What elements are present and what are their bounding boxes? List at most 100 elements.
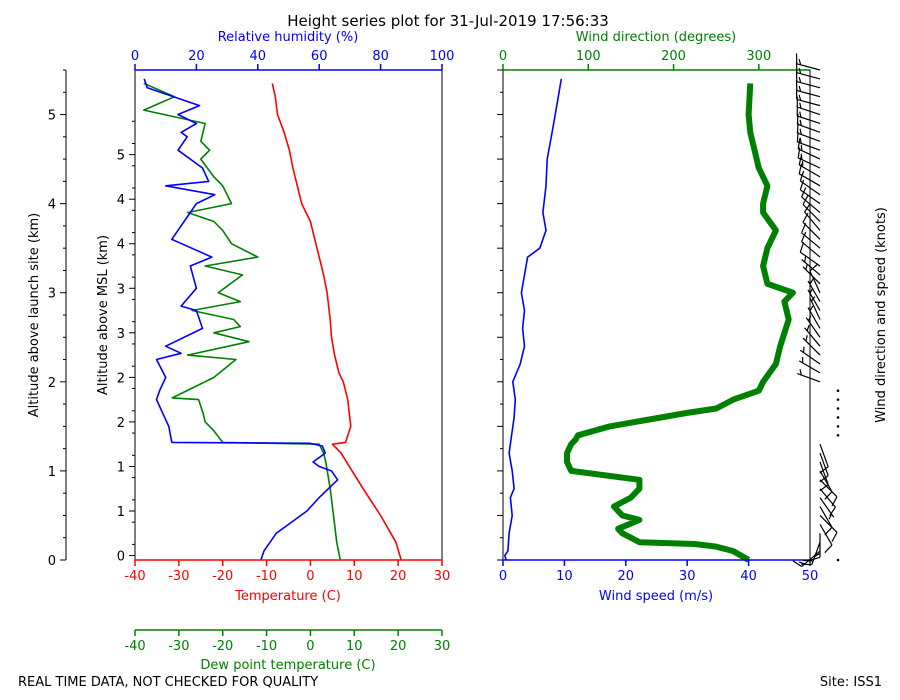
wind-barb-half-feather: [809, 278, 814, 285]
wind-barb-full-feather: [801, 231, 807, 242]
wind-barb-staff: [807, 289, 821, 311]
dewpoint-tick-label: -10: [256, 639, 277, 654]
wind-barb: [798, 357, 821, 374]
wind-barb-staff: [819, 524, 833, 546]
wind-barb-full-feather: [809, 556, 821, 561]
wind-barb: [819, 461, 829, 492]
humidity-tick-label: 80: [372, 49, 389, 64]
wind-barb: [797, 138, 821, 160]
temperature-tick-label: -20: [212, 569, 233, 584]
msl-tick-label: 1: [117, 505, 125, 520]
wind-barb: [807, 278, 821, 302]
wind-barbs-group: [792, 53, 840, 568]
msl-tick-label: 3: [117, 282, 125, 297]
temperature-line: [271, 83, 402, 561]
dewpoint-tick-label: 10: [346, 639, 363, 654]
temperature-axis-ticks: -40 -30 -20 -10 0 10 20 30: [124, 560, 450, 584]
wind-barb-staff: [819, 443, 829, 467]
wind-direction-tick-label: 200: [661, 49, 686, 64]
wind-barb-half-feather: [814, 552, 821, 557]
humidity-tick-label: 0: [131, 49, 139, 64]
wind-barb-half-feather: [799, 111, 802, 118]
dewpoint-tick-label: -40: [124, 639, 145, 654]
wind-barb-full-feather: [804, 202, 811, 213]
wind-barb: [799, 242, 821, 267]
wind-barb-calm: [836, 398, 840, 401]
wind-barb-full-feather: [819, 475, 829, 483]
dewpoint-tick-label: -20: [212, 639, 233, 654]
dewpoint-axis-ticks: -40 -30 -20 -10 0 10 20 30: [124, 630, 450, 654]
wind-barb-calm: [836, 416, 840, 419]
wind-barb-full-feather: [796, 113, 799, 125]
wind-barb-staff: [799, 251, 821, 267]
humidity-tick-label: 20: [188, 49, 205, 64]
wind-direction-tick-label: 300: [746, 49, 771, 64]
wind-direction-tick-label: 100: [576, 49, 601, 64]
wind-barb: [795, 53, 821, 71]
wind-barb-staff: [804, 211, 821, 231]
wind-barb-staff: [802, 204, 821, 222]
wind-barb-staff: [819, 506, 833, 528]
wind-speed-axis-label: Wind speed (m/s): [599, 589, 713, 604]
wind-barb: [795, 88, 821, 107]
msl-tick-label: 5: [117, 149, 125, 164]
wind-direction-axis-ticks: 0 100 200 300: [499, 49, 771, 70]
msl-tick-label: 4: [117, 238, 125, 253]
wind-barb-staff: [819, 515, 838, 533]
wind-barb-staff: [819, 479, 838, 498]
wind-barb: [819, 443, 829, 474]
temperature-tick-label: -40: [124, 569, 145, 584]
wind-barb-half-feather: [807, 315, 812, 322]
temperature-tick-label: -30: [168, 569, 189, 584]
wind-barb-half-feather: [805, 263, 808, 270]
wind-barb: [802, 263, 821, 285]
wind-barb: [801, 541, 821, 566]
wind-barb-half-feather: [798, 94, 802, 101]
temperature-tick-label: 30: [434, 569, 451, 584]
msl-tick-label: 1: [117, 460, 125, 475]
wind-barb-staff: [797, 141, 821, 151]
humidity-line: [143, 78, 339, 561]
wind-barb-full-feather: [824, 526, 833, 536]
dewpoint-axis-label: Dew point temperature (C): [200, 658, 375, 673]
dewpoint-tick-label: 20: [390, 639, 407, 654]
wind-barb: [819, 470, 833, 500]
wind-barb: [801, 231, 821, 258]
wind-barb-calm: [836, 433, 840, 437]
agl-tick-label: 0: [48, 554, 56, 569]
temperature-tick-label: 20: [390, 569, 407, 584]
wind-barb-half-feather: [799, 137, 802, 144]
wind-barb: [796, 113, 821, 133]
wind-barb-staff: [801, 241, 821, 258]
wind-barb-staff: [801, 232, 821, 249]
thermo-series-group: [143, 78, 402, 561]
wind-barb-half-feather: [799, 369, 802, 376]
wind-speed-axis-ticks: 0 10 20 30 40 50: [499, 560, 818, 584]
humidity-tick-label: 40: [250, 49, 267, 64]
wind-speed-line: [503, 78, 563, 561]
wind-barb-half-feather: [799, 561, 805, 565]
wind-barb-full-feather: [824, 544, 833, 554]
msl-tick-label: 2: [117, 371, 125, 386]
wind-barb-staff: [807, 280, 821, 302]
wind-barbs-label: Wind direction and speed (knots): [874, 207, 889, 423]
wind-barb-full-feather: [829, 506, 836, 517]
wind-barb-full-feather: [799, 179, 805, 191]
wind-barb: [819, 524, 833, 554]
wind-barb-staff: [799, 180, 821, 196]
wind-barb-half-feather: [798, 67, 802, 74]
wind-barb-staff: [819, 461, 829, 485]
agl-tick-label: 1: [48, 465, 56, 480]
wind-speed-tick-label: 30: [679, 569, 696, 584]
wind-barb-half-feather: [800, 144, 803, 151]
wind-barb-full-feather: [819, 466, 829, 474]
wind-barb-full-feather: [831, 496, 838, 507]
wind-barb-staff: [798, 360, 821, 374]
wind-barb-staff: [796, 81, 821, 89]
wind-barb-staff: [797, 123, 821, 133]
agl-tick-label: 5: [48, 109, 56, 124]
wind-barb-staff: [819, 452, 829, 476]
site-label: Site: ISS1: [820, 675, 882, 690]
wind-barb-calm: [836, 407, 840, 410]
